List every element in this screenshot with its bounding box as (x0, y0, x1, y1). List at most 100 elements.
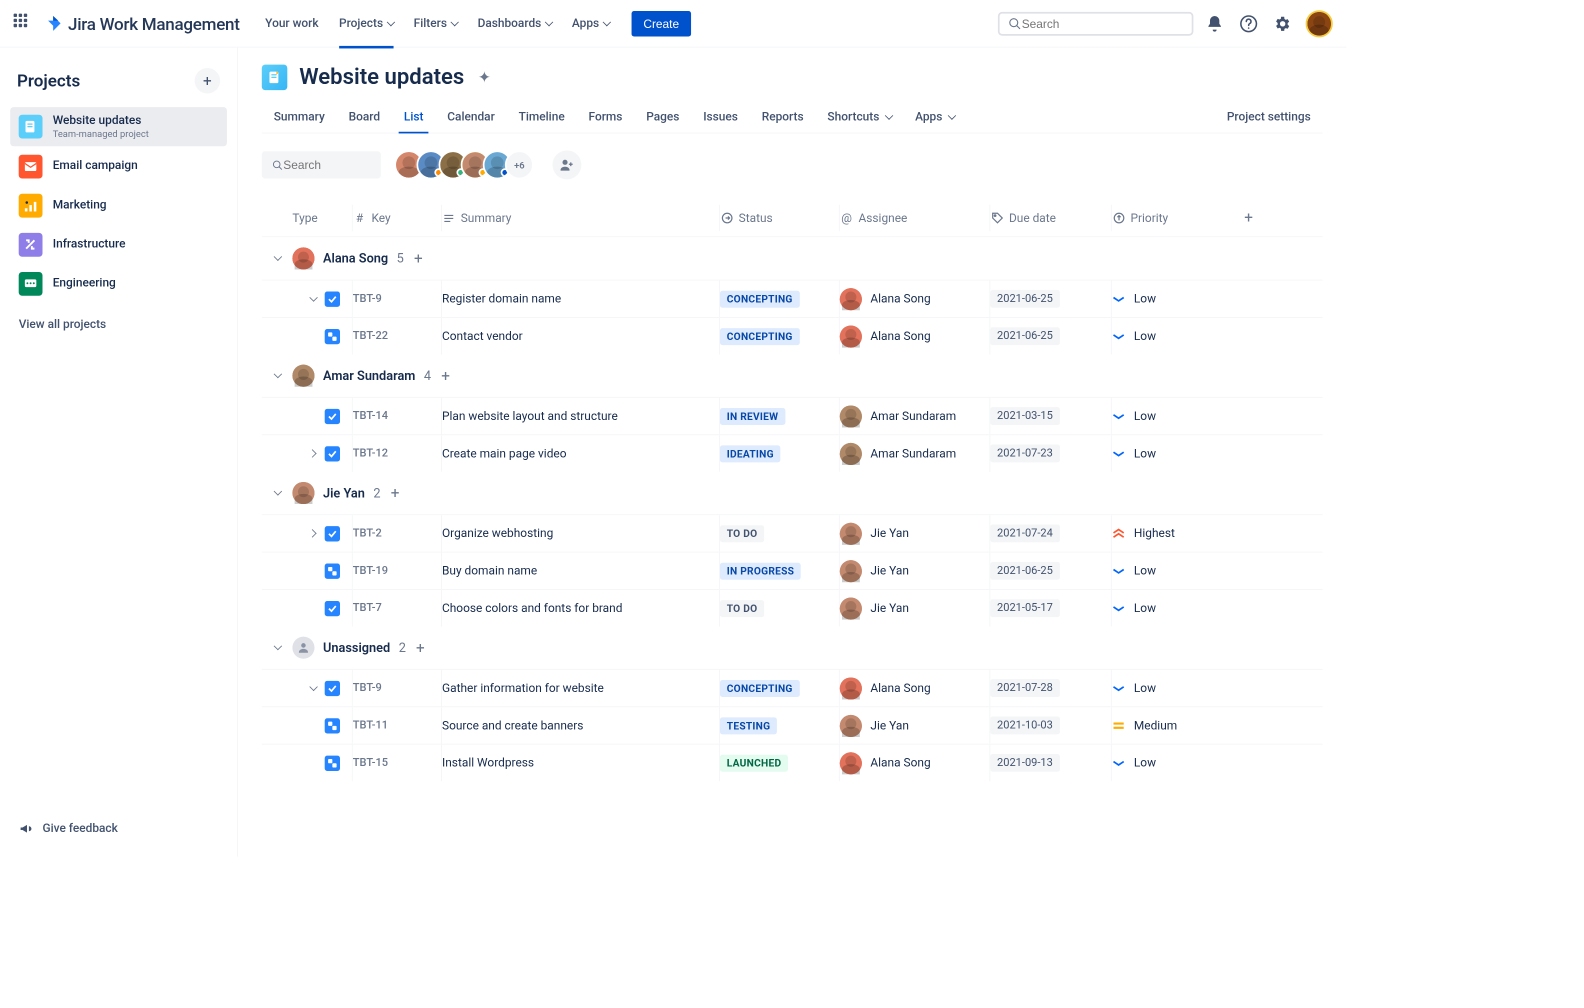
sidebar-project-item[interactable]: Email campaign (10, 148, 227, 185)
issue-summary[interactable]: Register domain name (442, 292, 719, 306)
issue-status[interactable]: CONCEPTING (720, 290, 839, 307)
issue-row[interactable]: TBT-11 Source and create banners TESTING… (262, 706, 1323, 743)
issue-priority[interactable]: Medium (1112, 719, 1236, 733)
issue-summary[interactable]: Install Wordpress (442, 756, 719, 770)
group-header[interactable]: Alana Song 5 + (262, 237, 1323, 279)
issue-summary[interactable]: Gather information for website (442, 681, 719, 695)
issue-priority[interactable]: Low (1112, 564, 1236, 578)
tab-issues[interactable]: Issues (691, 102, 750, 133)
issue-key[interactable]: TBT-7 (353, 602, 441, 615)
issue-key[interactable]: TBT-11 (353, 719, 441, 732)
app-switcher-icon[interactable] (14, 13, 34, 33)
issue-status[interactable]: IN PROGRESS (720, 562, 839, 579)
issue-priority[interactable]: Low (1112, 756, 1236, 770)
expand-toggle[interactable] (306, 451, 318, 457)
collapse-toggle[interactable] (270, 252, 284, 266)
issue-status[interactable]: TO DO (720, 525, 839, 542)
issue-assignee[interactable]: Alana Song (840, 325, 990, 347)
issue-priority[interactable]: Low (1112, 329, 1236, 343)
issue-row[interactable]: TBT-22 Contact vendor CONCEPTING Alana S… (262, 317, 1323, 354)
add-issue-button[interactable]: + (414, 249, 423, 267)
people-overflow[interactable]: +6 (505, 150, 534, 179)
collapse-toggle[interactable] (270, 369, 284, 383)
issue-key[interactable]: TBT-2 (353, 527, 441, 540)
automation-icon[interactable]: ✦ (478, 68, 491, 86)
list-search-input[interactable] (283, 158, 370, 172)
expand-toggle[interactable] (306, 530, 318, 536)
col-summary[interactable]: Summary (442, 211, 719, 225)
issue-row[interactable]: TBT-2 Organize webhosting TO DO Jie Yan … (262, 514, 1323, 551)
collapse-toggle[interactable] (270, 486, 284, 500)
sidebar-project-item[interactable]: Engineering (10, 265, 227, 302)
issue-assignee[interactable]: Jie Yan (840, 597, 990, 619)
issue-summary[interactable]: Organize webhosting (442, 527, 719, 541)
issue-status[interactable]: IN REVIEW (720, 408, 839, 425)
issue-due-date[interactable]: 2021-07-24 (990, 524, 1111, 542)
issue-priority[interactable]: Highest (1112, 527, 1236, 541)
issue-key[interactable]: TBT-14 (353, 410, 441, 423)
issue-priority[interactable]: Low (1112, 601, 1236, 615)
issue-status[interactable]: TESTING (720, 717, 839, 734)
expand-toggle[interactable] (306, 296, 318, 302)
tab-summary[interactable]: Summary (262, 102, 337, 133)
issue-assignee[interactable]: Alana Song (840, 752, 990, 774)
tab-pages[interactable]: Pages (634, 102, 691, 133)
add-issue-button[interactable]: + (416, 639, 425, 657)
issue-row[interactable]: TBT-9 Register domain name CONCEPTING Al… (262, 280, 1323, 317)
issue-assignee[interactable]: Jie Yan (840, 714, 990, 736)
tab-shortcuts[interactable]: Shortcuts (816, 102, 904, 133)
group-header[interactable]: Unassigned 2 + (262, 626, 1323, 669)
issue-summary[interactable]: Plan website layout and structure (442, 409, 719, 423)
issue-row[interactable]: TBT-15 Install Wordpress LAUNCHED Alana … (262, 744, 1323, 781)
view-all-projects[interactable]: View all projects (10, 309, 227, 340)
issue-due-date[interactable]: 2021-06-25 (990, 327, 1111, 345)
issue-assignee[interactable]: Jie Yan (840, 522, 990, 544)
issue-status[interactable]: TO DO (720, 600, 839, 617)
issue-priority[interactable]: Low (1112, 681, 1236, 695)
group-header[interactable]: Amar Sundaram 4 + (262, 354, 1323, 397)
give-feedback[interactable]: Give feedback (10, 814, 227, 843)
create-button[interactable]: Create (631, 11, 691, 37)
issue-assignee[interactable]: Amar Sundaram (840, 405, 990, 427)
issue-due-date[interactable]: 2021-10-03 (990, 717, 1111, 735)
issue-assignee[interactable]: Alana Song (840, 288, 990, 310)
issue-key[interactable]: TBT-22 (353, 330, 441, 343)
issue-priority[interactable]: Low (1112, 409, 1236, 423)
issue-assignee[interactable]: Amar Sundaram (840, 442, 990, 464)
collapse-toggle[interactable] (270, 641, 284, 655)
issue-key[interactable]: TBT-9 (353, 292, 441, 305)
issue-due-date[interactable]: 2021-09-13 (990, 754, 1111, 772)
nav-projects[interactable]: Projects (331, 10, 402, 37)
issue-due-date[interactable]: 2021-03-15 (990, 407, 1111, 425)
issue-row[interactable]: TBT-7 Choose colors and fonts for brand … (262, 589, 1323, 626)
tab-calendar[interactable]: Calendar (435, 102, 506, 133)
issue-status[interactable]: IDEATING (720, 445, 839, 462)
add-project-button[interactable]: + (195, 68, 221, 94)
issue-row[interactable]: TBT-19 Buy domain name IN PROGRESS Jie Y… (262, 552, 1323, 589)
issue-key[interactable]: TBT-15 (353, 757, 441, 770)
col-status[interactable]: Status (720, 211, 839, 225)
issue-due-date[interactable]: 2021-06-25 (990, 562, 1111, 580)
issue-key[interactable]: TBT-19 (353, 564, 441, 577)
add-column-button[interactable]: + (1236, 209, 1262, 227)
issue-summary[interactable]: Source and create banners (442, 719, 719, 733)
issue-due-date[interactable]: 2021-07-28 (990, 679, 1111, 697)
issue-key[interactable]: TBT-12 (353, 447, 441, 460)
col-key[interactable]: #Key (353, 211, 441, 225)
nav-apps[interactable]: Apps (563, 10, 617, 37)
add-person-button[interactable] (553, 150, 582, 179)
issue-row[interactable]: TBT-9 Gather information for website CON… (262, 669, 1323, 706)
issue-key[interactable]: TBT-9 (353, 682, 441, 695)
tab-board[interactable]: Board (337, 102, 392, 133)
group-header[interactable]: Jie Yan 2 + (262, 472, 1323, 515)
global-search[interactable] (998, 11, 1194, 35)
tab-forms[interactable]: Forms (577, 102, 635, 133)
tab-list[interactable]: List (392, 102, 435, 133)
sidebar-project-item[interactable]: Marketing (10, 187, 227, 224)
user-avatar[interactable] (1306, 10, 1333, 37)
issue-due-date[interactable]: 2021-06-25 (990, 290, 1111, 308)
sidebar-project-item[interactable]: Website updatesTeam-managed project (10, 107, 227, 146)
col-due[interactable]: Due date (990, 211, 1111, 225)
issue-summary[interactable]: Choose colors and fonts for brand (442, 601, 719, 615)
nav-filters[interactable]: Filters (405, 10, 465, 37)
